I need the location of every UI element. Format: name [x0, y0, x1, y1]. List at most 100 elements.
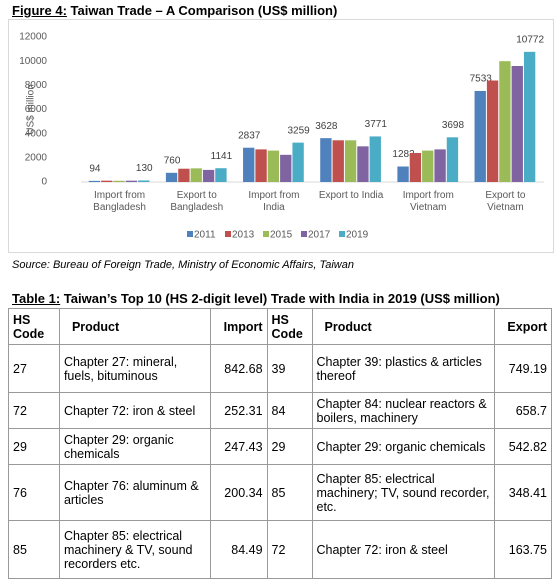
bar	[409, 153, 422, 182]
table-cell: 72	[8, 392, 60, 429]
bar	[446, 137, 459, 182]
x-tick-label: Export to Bangladesh	[170, 190, 224, 213]
table-cell: 29	[266, 428, 313, 465]
y-tick-label: 0	[41, 177, 47, 188]
table-cell: Chapter 85: electrical machinery & TV, s…	[58, 520, 211, 579]
data-label: 3628	[315, 121, 338, 132]
source: Source: Bureau of Foreign Trade, Ministr…	[12, 259, 354, 271]
table-row: 76 Chapter 76: aluminum & articles 200.34 8…	[8, 464, 552, 521]
table-row: 29 Chapter 29: organic chemicals 247.43 29 C…	[8, 428, 552, 465]
table-label: Table 1:	[12, 291, 61, 306]
table-cell: 749.19	[494, 344, 552, 393]
data-label: 10772	[516, 34, 544, 45]
bar	[190, 168, 202, 182]
table-cell: 85	[8, 520, 60, 579]
table-row: 85 Chapter 85: electrical machinery & TV,…	[8, 520, 552, 579]
header-row: HS Code Product Import HS Code Product Export	[8, 308, 552, 345]
x-tick-label: Import from Bangladesh	[93, 190, 146, 213]
table-cell: Chapter 72: iron & steel	[311, 520, 495, 579]
table-cell: 29	[8, 428, 60, 465]
legend-swatch	[225, 231, 231, 237]
column-header: HS Code	[266, 308, 313, 345]
bar	[138, 180, 150, 182]
table-cell: 85	[266, 464, 313, 521]
legend-swatch	[263, 231, 269, 237]
table-cell: 348.41	[494, 464, 552, 521]
table-cell: Chapter 76: aluminum & articles	[58, 464, 211, 521]
bar	[434, 149, 446, 182]
bar	[215, 168, 227, 182]
bar	[357, 146, 369, 182]
legend-swatch	[187, 231, 193, 237]
table-cell: 658.7	[494, 392, 552, 429]
table-cell: 252.31	[209, 392, 268, 429]
table-cell: 842.68	[209, 344, 268, 393]
bar	[101, 180, 113, 182]
x-tick-label: Export to India	[318, 190, 384, 201]
data-label: 94	[89, 164, 101, 175]
column-header: HS Code	[8, 308, 60, 345]
y-tick-label: 6000	[25, 104, 48, 115]
y-tick-label: 4000	[25, 128, 48, 139]
bar	[499, 61, 511, 182]
table-cell: Chapter 29: organic chemicals	[58, 428, 211, 465]
table-cell: Chapter 29: organic chemicals	[311, 428, 495, 465]
data-label: 3698	[442, 120, 465, 131]
bar	[486, 80, 499, 182]
data-label: 130	[136, 163, 153, 174]
column-header: Import	[209, 308, 268, 345]
bar	[202, 169, 215, 182]
x-tick-label: Export to Vietnam	[485, 190, 526, 213]
bar	[165, 172, 178, 182]
bar	[422, 150, 434, 182]
table-cell: 163.75	[494, 520, 552, 579]
table-cell: 39	[266, 344, 313, 393]
table: HS Code Product Import HS Code Product Export…	[8, 308, 552, 579]
legend-label: 2019	[346, 230, 369, 241]
table-cell: Chapter 72: iron & steel	[58, 392, 211, 429]
column-header: Product	[311, 308, 495, 345]
bar	[267, 150, 280, 182]
table-cell: Chapter 85: electrical machinery; TV, so…	[311, 464, 495, 521]
table-caption: Table 1: Taiwan’s Top 10 (HS 2-digit lev…	[12, 291, 500, 306]
x-tick-label: Import from India	[248, 190, 300, 213]
legend-swatch	[301, 231, 307, 237]
bar	[397, 166, 409, 182]
bar	[292, 142, 304, 182]
bar	[178, 168, 190, 182]
column-header: Product	[58, 308, 211, 345]
table-row: 72 Chapter 72: iron & steel 252.31 84 Chapte…	[8, 392, 552, 429]
table-title: Taiwan’s Top 10 (HS 2-digit level) Trade…	[63, 291, 500, 306]
figure-caption: Figure 4: Taiwan Trade – A Comparison (U…	[12, 3, 337, 18]
bar	[344, 140, 357, 182]
y-tick-label: 12000	[19, 32, 47, 43]
table-cell: 84.49	[209, 520, 268, 579]
table-cell: Chapter 27: mineral, fuels, bituminous	[58, 344, 211, 393]
bar	[332, 140, 344, 182]
data-label: 1141	[211, 151, 233, 162]
data-label: 7533	[470, 74, 493, 85]
table-cell: 200.34	[209, 464, 268, 521]
table-cell: 247.43	[209, 428, 268, 465]
y-tick-label: 8000	[25, 80, 48, 91]
legend-swatch	[339, 231, 345, 237]
chart-frame: 0 2000 4000 6000 8000 10000 12000 US$ million 94…	[8, 19, 554, 253]
x-tick-label: Import from Vietnam	[402, 190, 454, 213]
table-row: 27 Chapter 27: mineral, fuels, bituminous…	[8, 344, 552, 393]
table-cell: Chapter 39: plastics & articles thereof	[311, 344, 495, 393]
bar	[113, 180, 125, 182]
data-label: 3771	[365, 119, 388, 130]
data-label: 2837	[238, 130, 261, 141]
bar	[125, 180, 138, 182]
table-cell: Chapter 84: nuclear reactors & boilers, …	[311, 392, 495, 429]
table-cell: 72	[266, 520, 313, 579]
chart: 0 2000 4000 6000 8000 10000 12000 US$ million 94…	[19, 32, 544, 241]
bar	[88, 180, 101, 182]
bar	[523, 51, 536, 182]
legend-label: 2017	[308, 230, 331, 241]
y-tick-label: 10000	[19, 56, 47, 67]
legend-label: 2013	[232, 230, 255, 241]
bar	[280, 154, 292, 182]
y-axis-label: US$ million	[26, 84, 37, 135]
